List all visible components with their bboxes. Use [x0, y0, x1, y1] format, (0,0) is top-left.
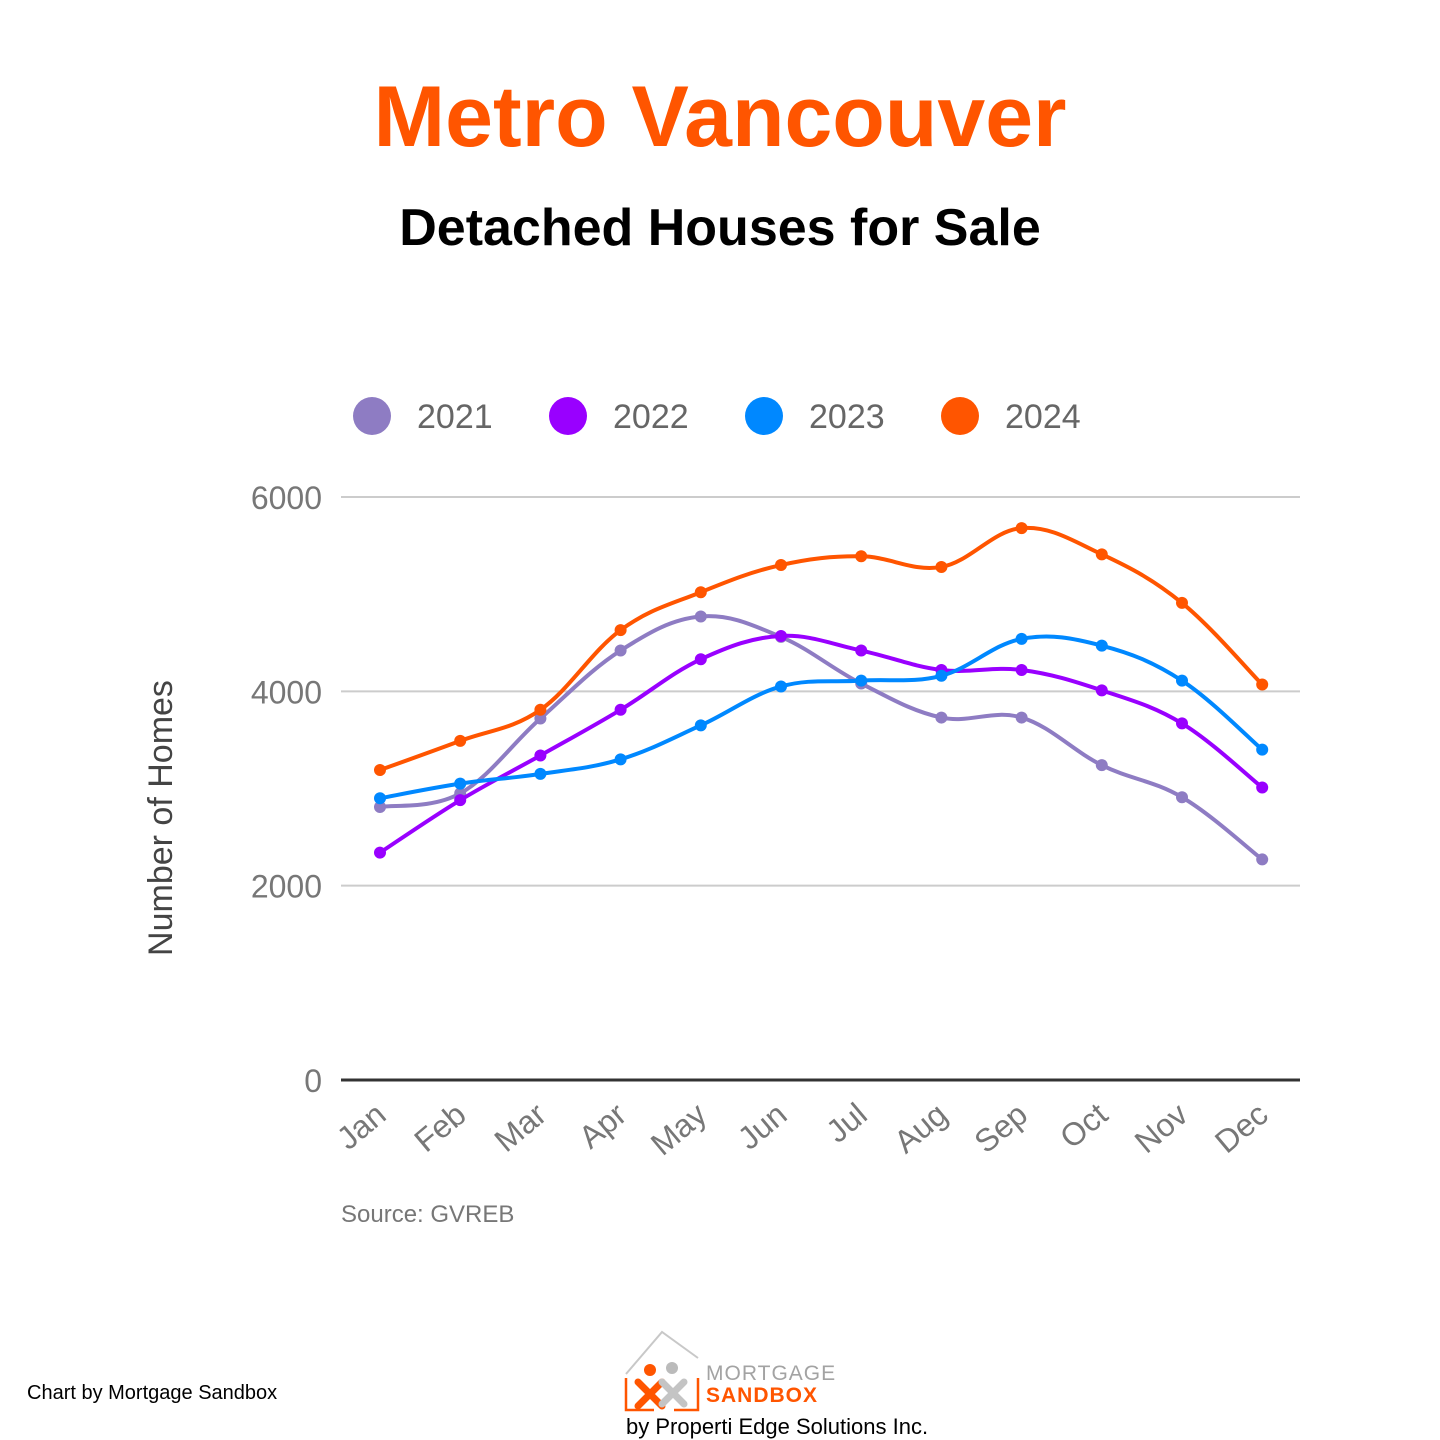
data-point-2021-apr[interactable] — [614, 644, 627, 657]
data-point-2022-jun[interactable] — [775, 629, 787, 642]
legend-label: 2024 — [1005, 398, 1081, 436]
data-point-2024-sep[interactable] — [1015, 522, 1028, 535]
data-point-2024-aug[interactable] — [935, 560, 948, 573]
data-point-2022-jul[interactable] — [855, 644, 868, 657]
data-point-2023-feb[interactable] — [454, 777, 467, 790]
x-tick-label: Nov — [1128, 1096, 1195, 1160]
data-point-2023-apr[interactable] — [614, 753, 627, 766]
data-point-2022-mar[interactable] — [534, 749, 547, 762]
data-point-2023-jun[interactable] — [775, 680, 787, 693]
x-tick-label: Aug — [887, 1096, 954, 1160]
legend-label: 2021 — [417, 398, 493, 436]
data-point-2021-aug[interactable] — [935, 711, 948, 724]
data-point-2024-jan[interactable] — [374, 764, 386, 777]
data-point-2024-jul[interactable] — [855, 550, 868, 563]
x-tick-label: Feb — [407, 1096, 472, 1159]
x-tick-label: May — [644, 1096, 713, 1162]
data-point-2023-may[interactable] — [694, 719, 707, 732]
data-point-2021-may[interactable] — [694, 610, 707, 623]
legend-label: 2022 — [613, 398, 689, 436]
data-point-2021-mar[interactable] — [534, 712, 547, 725]
data-point-2021-nov[interactable] — [1176, 791, 1188, 804]
x-tick-label: Mar — [488, 1096, 554, 1159]
x-tick-label: Jul — [819, 1096, 873, 1150]
data-point-2022-oct[interactable] — [1095, 684, 1108, 697]
data-point-2024-may[interactable] — [694, 586, 707, 599]
legend-swatch — [353, 397, 391, 435]
logo-house-icon — [624, 1330, 700, 1412]
legend-swatch — [745, 397, 783, 435]
data-point-2022-dec[interactable] — [1256, 781, 1269, 794]
y-tick-label: 4000 — [251, 674, 322, 710]
x-tick-label: Jan — [330, 1096, 393, 1157]
data-point-2023-dec[interactable] — [1256, 743, 1269, 756]
data-point-2024-oct[interactable] — [1095, 548, 1108, 561]
x-tick-label: Oct — [1053, 1096, 1114, 1156]
page-title: Metro Vancouver — [373, 69, 1067, 165]
mortgage-sandbox-logo: MORTGAGE SANDBOX by Properti Edge Soluti… — [620, 1326, 940, 1440]
x-tick-label: Apr — [572, 1096, 634, 1156]
logo-word-sandbox: SANDBOX — [706, 1384, 819, 1407]
y-tick-label: 2000 — [251, 869, 322, 905]
data-point-2024-feb[interactable] — [454, 734, 467, 747]
page-subtitle: Detached Houses for Sale — [399, 199, 1041, 257]
gridlines — [341, 496, 1300, 1082]
data-point-2021-jan[interactable] — [374, 800, 386, 813]
data-point-2022-apr[interactable] — [614, 703, 627, 716]
logo-tagline: by Properti Edge Solutions Inc. — [626, 1414, 929, 1439]
data-point-2024-jun[interactable] — [775, 559, 787, 572]
data-point-2023-sep[interactable] — [1015, 632, 1028, 645]
series-group — [374, 522, 1269, 866]
y-axis-ticks: 0 2000 4000 6000 — [251, 480, 322, 1099]
legend: 2021 2022 2023 2024 — [353, 397, 1081, 436]
data-point-2024-nov[interactable] — [1176, 596, 1188, 609]
series-2022 — [374, 629, 1269, 859]
data-point-2022-sep[interactable] — [1015, 663, 1028, 676]
y-tick-label: 6000 — [251, 480, 322, 516]
legend-item-2023[interactable]: 2023 — [745, 397, 885, 436]
x-tick-label: Jun — [731, 1096, 794, 1157]
series-line-2022 — [378, 633, 1265, 855]
chart-credit: Chart by Mortgage Sandbox — [27, 1382, 278, 1404]
data-point-2023-jul[interactable] — [855, 674, 868, 687]
series-line-2024 — [378, 525, 1265, 773]
series-2023 — [374, 632, 1269, 805]
source-note: Source: GVREB — [341, 1201, 514, 1228]
data-point-2022-nov[interactable] — [1176, 717, 1188, 730]
data-point-2023-aug[interactable] — [935, 669, 948, 682]
data-point-2023-mar[interactable] — [534, 767, 547, 780]
data-point-2022-may[interactable] — [694, 653, 707, 666]
legend-item-2024[interactable]: 2024 — [941, 397, 1081, 436]
legend-swatch — [941, 397, 979, 435]
x-tick-label: Dec — [1208, 1096, 1275, 1160]
series-2024 — [374, 522, 1269, 777]
data-point-2023-oct[interactable] — [1095, 639, 1108, 652]
data-point-2023-jan[interactable] — [374, 792, 386, 805]
data-point-2021-sep[interactable] — [1015, 711, 1028, 724]
data-point-2022-jan[interactable] — [374, 846, 386, 859]
legend-label: 2023 — [809, 398, 885, 436]
legend-item-2021[interactable]: 2021 — [353, 397, 493, 436]
data-point-2023-nov[interactable] — [1176, 674, 1188, 687]
x-tick-label: Sep — [967, 1096, 1034, 1160]
legend-swatch — [549, 397, 587, 435]
data-point-2022-feb[interactable] — [454, 794, 467, 807]
data-point-2024-apr[interactable] — [614, 624, 627, 637]
y-axis-title: Number of Homes — [142, 680, 180, 956]
logo-word-mortgage: MORTGAGE — [706, 1362, 837, 1385]
legend-item-2022[interactable]: 2022 — [549, 397, 689, 436]
data-point-2021-dec[interactable] — [1256, 853, 1269, 866]
y-tick-label: 0 — [304, 1063, 322, 1099]
data-point-2024-dec[interactable] — [1256, 678, 1269, 691]
data-point-2021-oct[interactable] — [1095, 759, 1108, 772]
x-axis-ticks: Jan Feb Mar Apr May Jun Jul Aug Sep Oct Nov Dec — [330, 1096, 1275, 1163]
data-point-2024-mar[interactable] — [534, 703, 547, 716]
series-2021 — [374, 610, 1269, 866]
series-line-2021 — [378, 614, 1265, 862]
